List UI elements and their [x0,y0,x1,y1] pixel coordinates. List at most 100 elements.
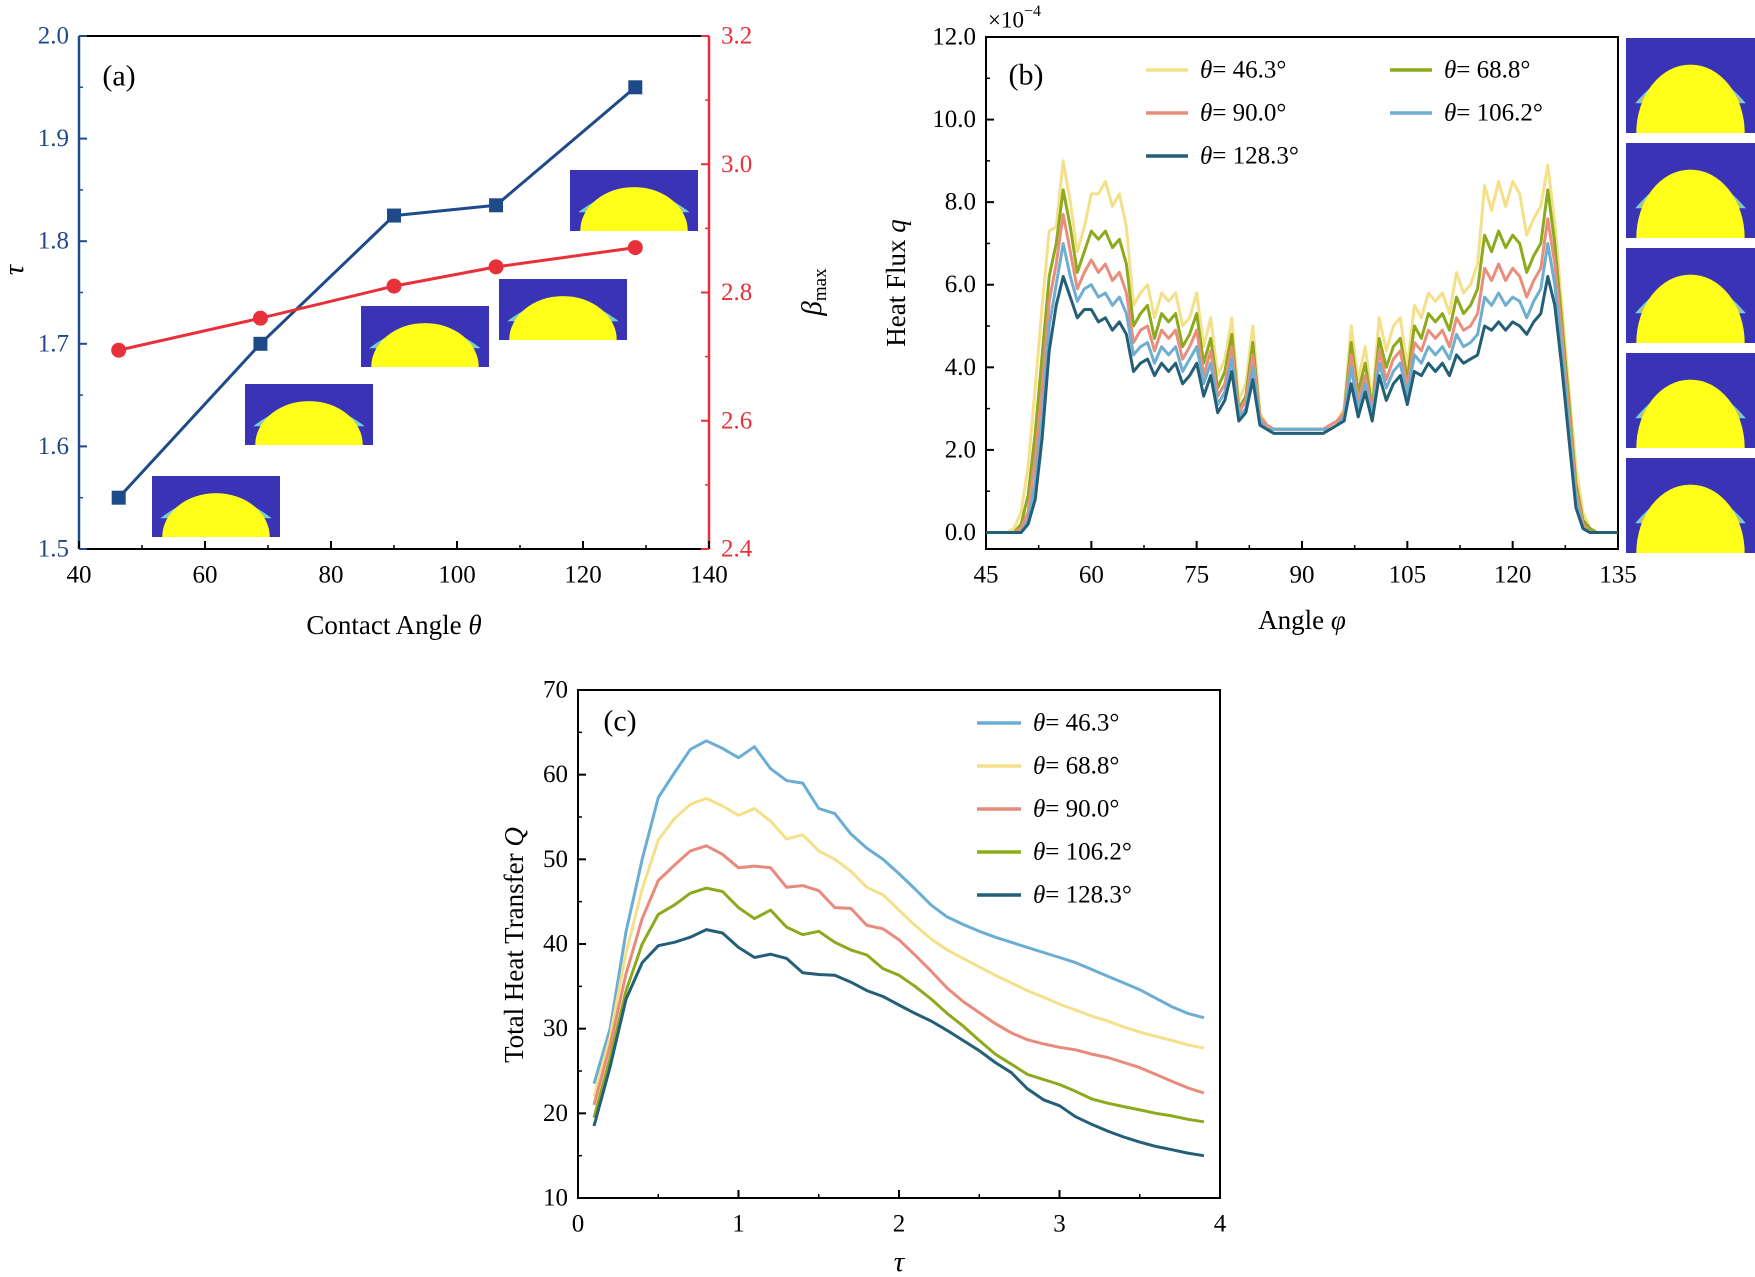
y2-tick-label: 3.2 [721,23,752,50]
y-tick-label: 10.0 [932,106,976,133]
x-tick-label: 60 [1079,562,1104,589]
y-tick-label: 1.9 [38,125,69,152]
x-tick-label: 100 [438,562,476,589]
series-line-4 [986,242,1618,534]
panel-c: 0 1 2 3 4 10 20 30 40 50 60 70 θ= 46.3° θ= 68.8° θ= 90… [499,677,1227,1277]
y-tick-label: 2.0 [38,23,69,50]
legend-label-3: θ= 90.0° [1200,100,1286,127]
legend-label-3: θ= 90.0° [1033,796,1119,823]
panel-b: 45 60 75 90 105 120 135 0.0 2.0 4.0 6.0 8.0 10.0 12.0… [881,3,1755,635]
inset-solid-sphere [1636,64,1745,133]
inset-solid-sphere [371,323,479,367]
y-tick-label: 8.0 [945,189,976,216]
y2-tick-label: 2.8 [721,279,752,306]
inset-solid-sphere [1636,484,1745,553]
inset-solid-sphere [580,187,688,231]
x-tick-label: 120 [1494,562,1532,589]
y2-tick-label: 2.4 [721,536,753,563]
tau-marker [387,208,401,223]
x-axis-label: Contact Angle θ [306,610,481,640]
inset-solid-sphere [162,493,270,537]
x-tick-label: 105 [1389,562,1427,589]
x-tick-label: 1 [732,1211,745,1238]
side-image-5 [1626,458,1755,553]
x-tick-label: 80 [319,562,344,589]
x-tick-label: 75 [1184,562,1209,589]
y2-axis-label: βmax [796,268,831,317]
y-tick-label: 10 [543,1185,568,1212]
tau-marker [253,336,268,351]
legend-label-5: θ= 128.3° [1033,882,1132,909]
y-axis-label: Total Heat Transfer Q [499,827,529,1063]
y-tick-label: 60 [543,761,568,788]
beta-marker [252,310,268,326]
inset-image-3 [361,306,489,367]
inset-image-4 [499,279,627,340]
beta-marker [627,240,643,256]
panel-label-c: (c) [603,705,636,738]
inset-solid-sphere [255,401,363,445]
beta-marker [111,342,127,358]
inset-solid-sphere [1636,379,1745,448]
panel-label-a: (a) [102,60,135,93]
y-tick-label: 1.5 [38,536,69,563]
series-line-5 [592,928,1205,1158]
y-tick-label: 1.6 [38,433,69,460]
series-line-5 [986,275,1618,534]
series-line-2 [592,796,1205,1097]
y-axis-label: Heat Flux q [881,219,911,347]
y-tick-label: 20 [543,1100,568,1127]
x-tick-label: 4 [1214,1211,1227,1238]
y-axis-label: τ [0,263,30,275]
series-line-4 [592,886,1205,1124]
legend-label-2: θ= 68.8° [1033,753,1119,780]
inset-image-2 [245,384,373,445]
y-tick-label: 1.7 [38,330,69,357]
inset-solid-sphere [1636,274,1745,343]
x-tick-label: 140 [690,562,728,589]
y-tick-label: 30 [543,1015,568,1042]
legend-label-1: θ= 46.3° [1033,710,1119,737]
side-image-4 [1626,353,1755,448]
tau-marker [111,490,126,505]
y-tick-label: 50 [543,846,568,873]
legend-label-4: θ= 106.2° [1444,100,1543,127]
tau-marker [628,80,643,95]
beta-marker [386,278,402,294]
side-image-2 [1626,143,1755,238]
y-tick-label: 1.8 [38,228,69,255]
x-tick-label: 40 [67,562,92,589]
panel-label-b: (b) [1009,59,1044,92]
panel-a: 40 60 80 100 120 140 1.5 1.6 1.7 1.8 1.9 2.0 2.4 2.6 2… [0,23,831,641]
y-tick-label: 2.0 [945,436,976,463]
x-tick-label: 45 [974,562,999,589]
side-image-3 [1626,248,1755,343]
y-tick-label: 70 [543,677,568,704]
x-axis-label: τ [894,1246,906,1277]
inset-solid-sphere [1636,169,1745,238]
y-tick-label: 12.0 [932,24,976,51]
inset-image-1 [152,476,280,537]
y2-tick-label: 3.0 [721,151,752,178]
x-tick-label: 120 [564,562,602,589]
legend-label-2: θ= 68.8° [1444,57,1530,84]
x-tick-label: 90 [1290,562,1315,589]
y-tick-label: 40 [543,931,568,958]
y-tick-label: 6.0 [945,271,976,298]
inset-solid-sphere [509,296,617,340]
x-tick-label: 60 [193,562,218,589]
series-line-1 [592,739,1205,1085]
y-tick-label: 4.0 [945,354,976,381]
x-tick-label: 2 [893,1211,906,1238]
y-tick-label: 0.0 [945,519,976,546]
legend-label-4: θ= 106.2° [1033,839,1132,866]
series-line-3 [592,844,1205,1106]
x-axis-label: Angle φ [1258,605,1346,635]
x-tick-label: 135 [1599,562,1637,589]
legend-label-1: θ= 46.3° [1200,57,1286,84]
inset-image-5 [570,170,698,231]
legend-label-5: θ= 128.3° [1200,143,1299,170]
beta-marker [488,259,504,275]
